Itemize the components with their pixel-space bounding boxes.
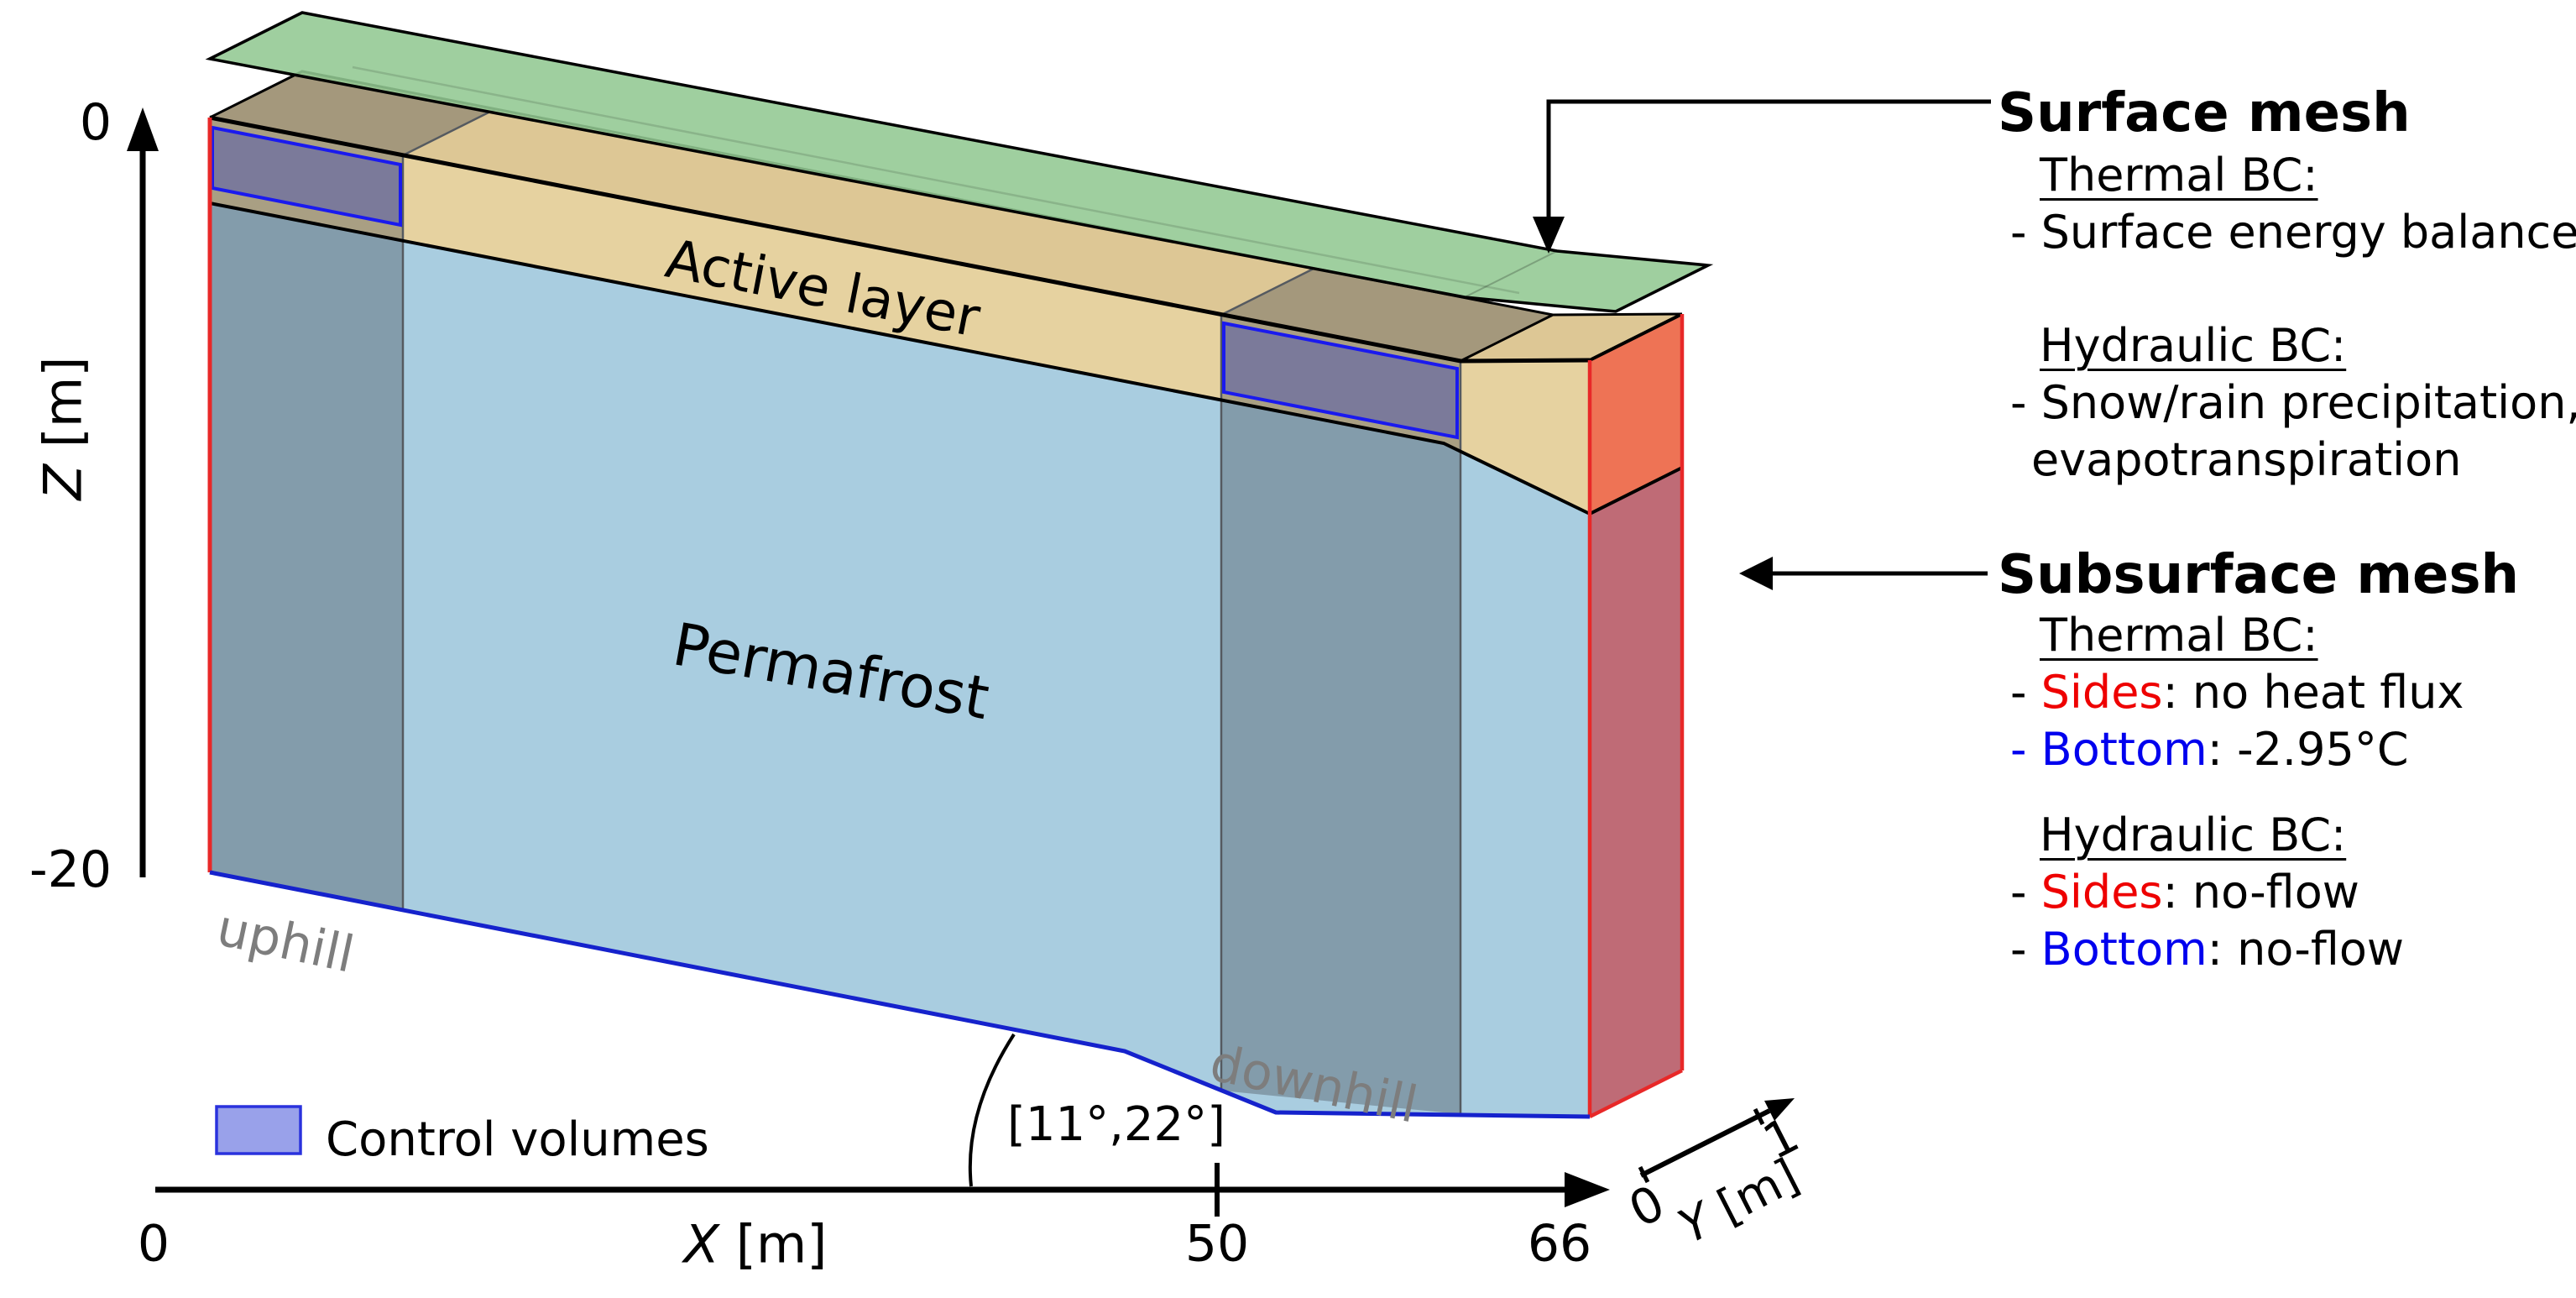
surface-mesh-plane-seam <box>352 65 1520 295</box>
subsurface-hydraulic-bottom-item: - Bottom: no-flow <box>2010 923 2405 976</box>
x-axis-tick-66: 66 <box>1527 1214 1592 1274</box>
z-axis-unit: [m] <box>32 356 94 464</box>
downhill-column-top-overlay <box>1221 269 1553 361</box>
z-axis-variable: Z <box>32 464 94 500</box>
terrain-top-face <box>210 71 1682 361</box>
y-axis-arrowhead-icon <box>1764 1098 1795 1121</box>
subsurface-hydraulic-sides-item: - Sides: no-flow <box>2010 866 2359 919</box>
x-axis-label: X [m] <box>684 1214 828 1274</box>
z-axis-label: Z [m] <box>32 356 94 500</box>
uphill-column-edges <box>401 107 496 910</box>
surface-thermal-bc-item: - Surface energy balance <box>2010 206 2576 259</box>
sides-value: : no-flow <box>2162 866 2359 919</box>
downhill-column-front-overlay <box>1221 315 1460 1114</box>
dash: - <box>2010 666 2041 719</box>
subsurface-mesh-title: Subsurface mesh <box>1998 544 2520 606</box>
bottom-keyword: Bottom <box>2040 723 2208 776</box>
y-axis-ticks <box>1638 1107 1765 1184</box>
control-volume-uphill <box>211 125 402 228</box>
x-axis-variable: X <box>683 1213 719 1275</box>
z-axis-tick-0: 0 <box>79 93 112 152</box>
bottom-value: : -2.95°C <box>2207 723 2409 776</box>
surface-mesh-plane <box>205 11 1714 313</box>
sides-value: : no heat flux <box>2162 666 2464 719</box>
control-volumes-legend-swatch <box>215 1105 302 1155</box>
z-axis-arrowhead-icon <box>127 107 159 151</box>
side-cap-active-layer <box>1590 314 1682 514</box>
surface-thermal-bc-heading: Thermal BC: <box>2040 149 2318 202</box>
subsurface-thermal-bottom-item: - Bottom: -2.95°C <box>2010 723 2409 776</box>
active-layer-bottom-edge <box>209 202 1591 516</box>
surface-mesh-pointer-arrowhead-icon <box>1533 217 1565 254</box>
sides-keyword: Sides <box>2040 666 2163 719</box>
subsurface-mesh-pointer-arrowhead-icon <box>1739 557 1773 590</box>
surface-mesh-title: Surface mesh <box>1998 82 2411 144</box>
bottom-value: : no-flow <box>2207 923 2405 976</box>
surface-mesh-pointer-line <box>1546 99 1991 220</box>
side-cap-permafrost <box>1590 468 1682 1117</box>
bottom-edge-blue <box>209 870 1591 1119</box>
subsurface-thermal-sides-item: - Sides: no heat flux <box>2010 666 2464 719</box>
uphill-column-top-overlay <box>210 71 495 155</box>
surface-hydraulic-bc-item-2: evapotranspiration <box>2031 433 2462 486</box>
dash: - <box>2010 923 2041 976</box>
cap-top-edge <box>1589 312 1683 362</box>
subsurface-thermal-bc-heading: Thermal BC: <box>2040 609 2318 662</box>
bottom-keyword: Bottom <box>2040 923 2208 976</box>
active-layer-front-face <box>210 118 1590 514</box>
x-axis-arrowhead-icon <box>1565 1172 1610 1207</box>
slope-angle-label: [11°,22°] <box>1007 1097 1226 1152</box>
dash: - <box>2010 723 2041 776</box>
x-axis-unit: [m] <box>719 1213 828 1275</box>
surface-hydraulic-bc-heading: Hydraulic BC: <box>2040 319 2347 372</box>
surface-hydraulic-bc-item-1: - Snow/rain precipitation, <box>2010 376 2576 429</box>
terrain-bend-line <box>1460 313 1554 363</box>
x-axis-tick-0: 0 <box>137 1214 170 1274</box>
sides-keyword: Sides <box>2040 866 2163 919</box>
surface-mesh-plane-fold <box>1464 250 1558 298</box>
x-axis-tick-50: 50 <box>1184 1214 1250 1274</box>
cap-edges-red <box>1587 314 1685 1119</box>
control-volumes-legend-label: Control volumes <box>326 1112 709 1167</box>
subsurface-hydraulic-bc-heading: Hydraulic BC: <box>2040 809 2347 861</box>
uphill-column-front-overlay <box>210 118 403 910</box>
z-axis-tick-neg20: -20 <box>29 840 112 899</box>
slope-angle-arc <box>968 1033 1016 1187</box>
control-volume-downhill <box>1222 321 1459 440</box>
downhill-column-edges <box>1220 267 1462 1114</box>
permafrost-front-face <box>210 203 1590 1117</box>
y-axis-line <box>1639 1108 1771 1178</box>
dash: - <box>2010 866 2041 919</box>
cap-layer-divider-edge <box>1589 466 1683 516</box>
